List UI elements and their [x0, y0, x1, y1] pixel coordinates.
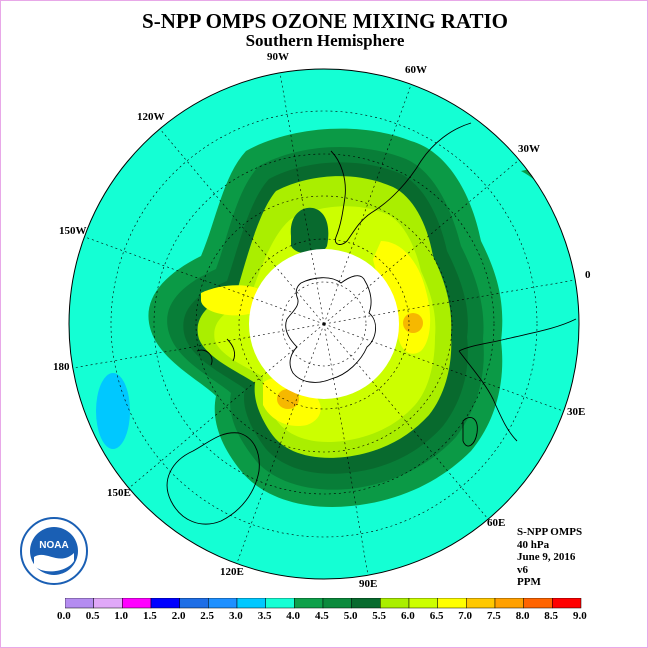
lon-label-150w: 150W: [59, 225, 87, 237]
noaa-logo-text: NOAA: [39, 540, 68, 551]
colorbar-label: 0.0: [57, 610, 71, 622]
colorbar-segment: [322, 598, 352, 609]
colorbar-label: 9.0: [573, 610, 587, 622]
lon-label-60w: 60W: [405, 64, 427, 76]
madagascar-coastline: [462, 417, 478, 447]
colorbar-segment: [552, 598, 582, 609]
noaa-logo: NOAA: [20, 517, 88, 585]
lon-label-180: 180: [53, 361, 70, 373]
australia-coastline: [166, 432, 260, 525]
contour-7-0-east: [403, 313, 423, 333]
latitude-circles: [110, 110, 538, 538]
south-america-coastline: [330, 122, 472, 245]
lon-label-30w: 30W: [518, 143, 540, 155]
lon-label-120w: 120W: [137, 111, 165, 123]
map-subtitle: Southern Hemisphere: [245, 31, 405, 50]
contour-6-5-nw: [201, 285, 267, 316]
contour-3-5-patch: [96, 373, 130, 449]
colorbar-segment: [523, 598, 553, 609]
antarctica-coastline: [285, 275, 376, 383]
colorbar-segment: [294, 598, 324, 609]
colorbar-segment: [93, 598, 123, 609]
colorbar-label: 6.5: [429, 610, 444, 622]
lon-label-90w: 90W: [267, 51, 289, 63]
colorbar-label: 5.5: [372, 610, 387, 622]
colorbar-label: 4.5: [315, 610, 329, 622]
colorbar-segment: [466, 598, 496, 609]
info-units: PPM: [517, 576, 541, 588]
lon-label-60e: 60E: [487, 517, 506, 529]
colorbar-segment: [437, 598, 467, 609]
africa-coastline: [458, 318, 577, 442]
colorbar-label: 2.5: [200, 610, 215, 622]
map-border: [68, 68, 580, 580]
colorbar-segment: [179, 598, 209, 609]
colorbar-segment: [65, 598, 94, 609]
lon-label-150e: 150E: [107, 487, 131, 499]
colorbar-label: 2.0: [171, 610, 186, 622]
info-pressure: 40 hPa: [517, 538, 550, 551]
lon-label-0: 0: [585, 269, 591, 281]
colorbar-label: 3.5: [257, 610, 272, 622]
colorbar-label: 6.0: [401, 610, 415, 622]
colorbar-label: 7.5: [487, 610, 501, 622]
colorbar-label: 3.0: [229, 610, 243, 622]
colorbar-segment: [265, 598, 295, 609]
info-block: S-NPP OMPS 40 hPa June 9, 2016 v6 PPM: [517, 526, 582, 589]
colorbar-label: 8.5: [544, 610, 559, 622]
lon-label-90e: 90E: [359, 578, 378, 590]
lon-label-30e: 30E: [567, 406, 586, 418]
contour-7-0-west: [277, 389, 299, 409]
colorbar-label: 0.5: [85, 610, 100, 622]
map-title: S-NPP OMPS OZONE MIXING RATIO: [142, 9, 508, 33]
colorbar-segment: [408, 598, 438, 609]
colorbar-segment: [236, 598, 266, 609]
colorbar-label: 5.0: [343, 610, 358, 622]
colorbar-label: 4.0: [286, 610, 301, 622]
colorbar-segment: [380, 598, 410, 609]
colorbar-segment: [150, 598, 180, 609]
info-version: v6: [517, 563, 528, 576]
meridians: [72, 72, 576, 576]
colorbar: [65, 598, 582, 609]
colorbar-segment: [208, 598, 238, 609]
colorbar-label: 8.0: [515, 610, 530, 622]
colorbar-segment: [122, 598, 152, 609]
colorbar-label: 1.5: [143, 610, 157, 622]
colorbar-label: 1.0: [114, 610, 129, 622]
contour-5-0-tongue: [290, 207, 329, 254]
colorbar-segment: [351, 598, 381, 609]
info-date: June 9, 2016: [517, 551, 576, 563]
colorbar-label: 7.0: [458, 610, 473, 622]
colorbar-segment: [494, 598, 524, 609]
lon-label-120e: 120E: [220, 566, 244, 578]
info-instrument: S-NPP OMPS: [517, 526, 583, 538]
